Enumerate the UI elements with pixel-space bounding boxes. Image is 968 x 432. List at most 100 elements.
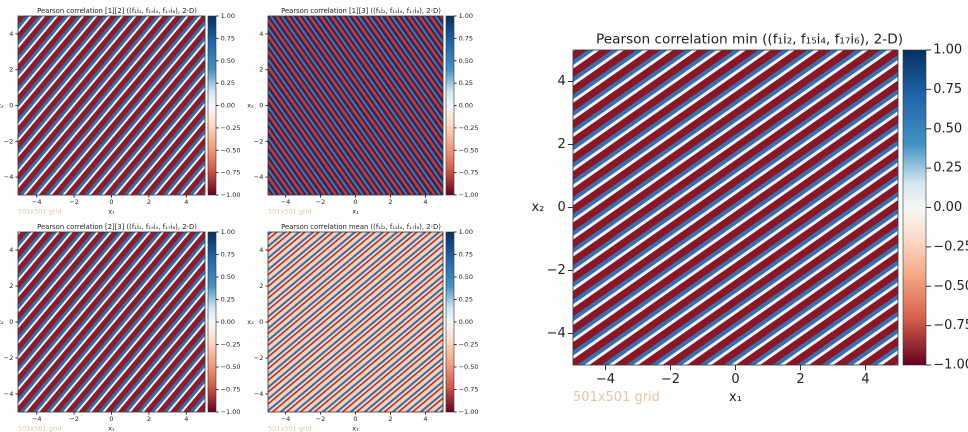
colorbar-tick-label: 0.50	[221, 273, 235, 281]
x-tick-label: 0	[353, 415, 357, 423]
heatmap-image	[268, 232, 443, 412]
colorbar	[446, 232, 454, 412]
colorbar-tick-label: 0.75	[933, 82, 962, 97]
colorbar-tick-label: 0.00	[459, 318, 473, 326]
heatmap-image	[573, 50, 898, 365]
colorbar-tick-label: 0.00	[221, 318, 235, 326]
colorbar-tick-label: 0.75	[459, 251, 473, 259]
x-axis-label: x₁	[729, 390, 742, 405]
panel-title: Pearson correlation [1][2] ((f₁i₂, f₁₅i₄…	[37, 7, 197, 15]
colorbar-tick-label: −0.75	[933, 318, 968, 333]
heatmap-image	[18, 232, 205, 412]
x-tick-label: 4	[423, 198, 427, 206]
y-tick-label: 0	[558, 200, 566, 215]
colorbar-tick-label: 0.25	[459, 79, 473, 87]
colorbar-tick-label: −0.75	[221, 169, 241, 177]
y-axis-label: x₂	[0, 318, 4, 326]
x-tick-label: 2	[147, 198, 151, 206]
colorbar-tick-label: −0.75	[459, 386, 479, 394]
grid-annotation: 501x501 grid	[18, 424, 61, 432]
y-tick-label: 4	[259, 30, 263, 38]
colorbar-tick-label: 0.50	[933, 121, 962, 136]
colorbar-tick-label: −0.25	[459, 124, 479, 132]
colorbar-tick-label: 1.00	[933, 43, 962, 58]
colorbar	[903, 50, 926, 365]
grid-annotation: 501x501 grid	[268, 207, 311, 215]
x-tick-label: −4	[281, 415, 291, 423]
colorbar-tick-label: 0.50	[459, 57, 473, 65]
colorbar-tick-label: 0.75	[221, 251, 235, 259]
colorbar-tick-label: −0.50	[459, 363, 479, 371]
colorbar-tick-label: −0.75	[221, 386, 241, 394]
y-tick-label: 0	[259, 102, 263, 110]
x-tick-label: 4	[184, 415, 188, 423]
colorbar-tick-label: 0.50	[459, 273, 473, 281]
colorbar	[208, 16, 216, 195]
y-tick-label: −4	[254, 173, 264, 181]
x-axis-label: x₁	[108, 424, 115, 432]
y-tick-label: 0	[9, 102, 13, 110]
grid-annotation: 501x501 grid	[573, 390, 660, 405]
grid-annotation: 501x501 grid	[18, 207, 61, 215]
colorbar-tick-label: 0.75	[459, 34, 473, 42]
colorbar-tick-label: −1.00	[221, 191, 241, 199]
colorbar-tick-label: −1.00	[933, 358, 968, 373]
colorbar-tick-label: −0.50	[459, 146, 479, 154]
y-tick-label: −4	[4, 173, 14, 181]
x-tick-label: −2	[69, 198, 79, 206]
y-axis-label: x₂	[0, 102, 4, 110]
y-tick-label: 2	[558, 137, 566, 152]
y-tick-label: 2	[259, 282, 263, 290]
y-tick-label: 4	[9, 30, 13, 38]
y-tick-label: 2	[259, 66, 263, 74]
x-tick-label: −2	[316, 415, 326, 423]
y-tick-label: 0	[259, 318, 263, 326]
y-tick-label: −2	[4, 137, 14, 145]
figure: Pearson correlation [1][2] ((f₁i₂, f₁₅i₄…	[0, 0, 968, 432]
y-tick-label: 2	[9, 282, 13, 290]
x-tick-label: 4	[184, 198, 188, 206]
y-tick-label: −4	[547, 326, 566, 341]
colorbar-tick-label: −0.25	[933, 239, 968, 254]
colorbar-tick-label: −0.50	[221, 363, 241, 371]
colorbar-tick-label: −0.50	[221, 146, 241, 154]
y-axis-label: x₂	[247, 318, 254, 326]
x-tick-label: 4	[861, 372, 869, 387]
colorbar-tick-label: −0.25	[221, 124, 241, 132]
colorbar-tick-label: −0.75	[459, 169, 479, 177]
x-tick-label: −4	[32, 415, 42, 423]
colorbar-tick-label: 0.25	[221, 296, 235, 304]
x-tick-label: 2	[796, 372, 804, 387]
colorbar-tick-label: −0.25	[221, 341, 241, 349]
x-tick-label: 4	[423, 415, 427, 423]
y-tick-label: −2	[254, 354, 264, 362]
colorbar-tick-label: −1.00	[459, 191, 479, 199]
colorbar-tick-label: 1.00	[459, 228, 473, 236]
y-tick-label: −2	[547, 263, 566, 278]
y-tick-label: −2	[4, 354, 14, 362]
colorbar-tick-label: 0.75	[221, 34, 235, 42]
y-tick-label: 4	[558, 74, 566, 89]
colorbar-tick-label: 0.25	[221, 79, 235, 87]
x-tick-label: −4	[32, 198, 42, 206]
grid-annotation: 501x501 grid	[268, 424, 311, 432]
x-axis-label: x₁	[352, 207, 359, 215]
y-tick-label: 2	[9, 66, 13, 74]
colorbar-tick-label: −0.25	[459, 341, 479, 349]
colorbar-tick-label: 1.00	[221, 228, 235, 236]
x-axis-label: x₁	[352, 424, 359, 432]
panel-title: Pearson correlation [2][3] ((f₁i₂, f₁₅i₄…	[37, 223, 197, 231]
colorbar-tick-label: 0.50	[221, 57, 235, 65]
heatmap-image	[268, 16, 443, 195]
x-tick-label: 0	[109, 415, 113, 423]
x-tick-label: 2	[147, 415, 151, 423]
panel-title: Pearson correlation min ((f₁i₂, f₁₅i₄, f…	[596, 32, 903, 48]
colorbar-tick-label: 0.00	[221, 102, 235, 110]
colorbar-tick-label: 1.00	[221, 12, 235, 20]
panel-title: Pearson correlation [1][3] ((f₁i₂, f₁₅i₄…	[281, 7, 441, 15]
y-tick-label: −4	[4, 390, 14, 398]
colorbar-tick-label: 0.25	[459, 296, 473, 304]
colorbar-tick-label: −1.00	[459, 408, 479, 416]
x-axis-label: x₁	[108, 207, 115, 215]
colorbar	[446, 16, 454, 195]
